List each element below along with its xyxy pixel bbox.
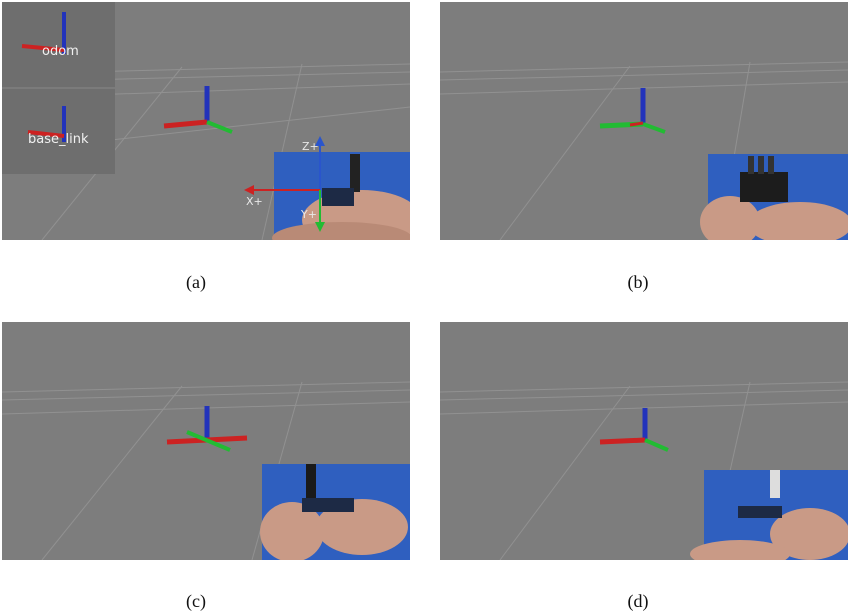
viewport-panel-b[interactable] — [440, 2, 848, 240]
panel-caption-c: (c) — [186, 591, 206, 611]
panel-caption-d: (d) — [627, 591, 649, 611]
viewport-panel-d[interactable] — [440, 322, 848, 560]
axis-label-z: Z+ — [302, 140, 319, 153]
axis-label-y: Y+ — [301, 208, 317, 221]
sensor-photo-inset-d — [690, 470, 848, 560]
axis-label-x: X+ — [246, 195, 263, 208]
tf-axes-icon — [21, 12, 66, 54]
rviz-3d-view-d[interactable] — [440, 322, 848, 560]
tf-frame-label-odom: odom — [42, 44, 79, 59]
rviz-3d-view-a[interactable] — [2, 2, 410, 240]
panel-caption-a: (a) — [186, 272, 206, 292]
sensor-board-icon — [322, 188, 354, 206]
tf-axes-icon — [163, 86, 233, 134]
rviz-3d-view-b[interactable] — [440, 2, 848, 240]
sensor-board-icon — [740, 172, 788, 202]
sensor-photo-inset-b — [700, 154, 848, 240]
viewport-panel-a[interactable]: odom base_link Z+ X+ Y+ — [2, 2, 410, 240]
tf-frame-label-base-link: base_link — [28, 132, 89, 147]
sensor-board-icon — [302, 498, 354, 512]
viewport-panel-c[interactable] — [2, 322, 410, 560]
sensor-photo-inset-c — [260, 464, 410, 560]
sensor-axes-overlay — [244, 136, 325, 232]
tf-axes-icon — [599, 408, 669, 452]
tf-axes-icon — [599, 88, 666, 134]
sensor-board-icon — [738, 506, 782, 518]
tf-axes-icon — [166, 406, 248, 452]
panel-caption-b: (b) — [627, 272, 649, 292]
grid-plane — [440, 381, 848, 560]
rviz-3d-view-c[interactable] — [2, 322, 410, 560]
tf-axes-icon — [27, 106, 66, 142]
sensor-photo-inset-a — [272, 152, 410, 240]
